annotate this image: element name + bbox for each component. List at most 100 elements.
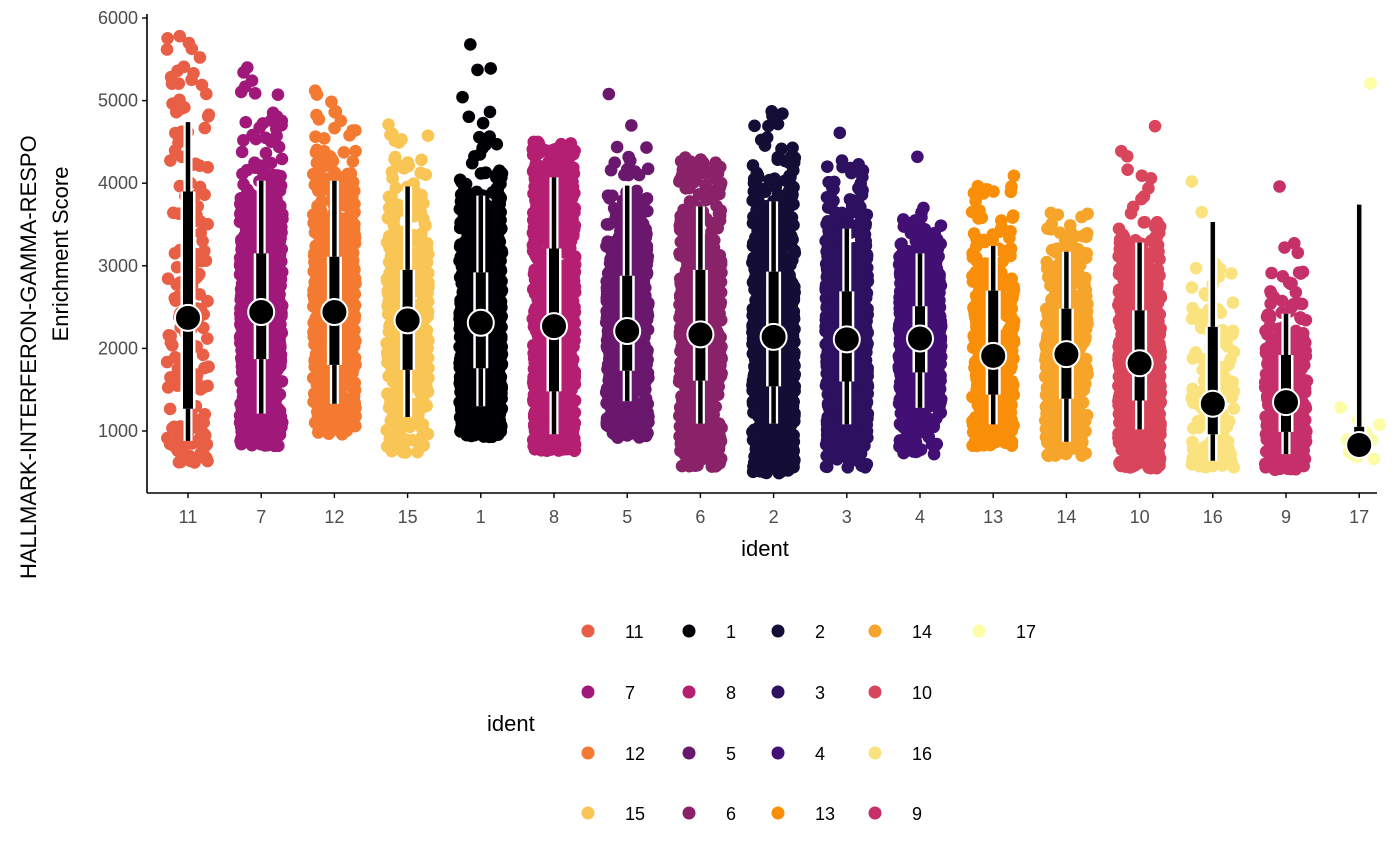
data-point xyxy=(271,260,284,273)
data-point xyxy=(233,330,247,344)
data-point xyxy=(166,421,179,435)
data-point xyxy=(198,407,212,421)
data-point xyxy=(397,162,410,175)
data-point xyxy=(419,168,433,181)
data-point xyxy=(194,226,208,240)
data-point xyxy=(417,197,430,210)
data-point xyxy=(628,165,642,178)
data-point xyxy=(386,172,399,185)
data-point xyxy=(484,62,498,75)
data-point xyxy=(237,134,250,147)
data-point xyxy=(267,168,280,182)
data-point xyxy=(459,424,472,437)
data-point xyxy=(328,121,341,135)
data-point xyxy=(241,241,255,255)
data-point xyxy=(641,162,655,176)
data-point xyxy=(239,115,253,129)
data-point xyxy=(241,183,254,196)
data-point xyxy=(601,235,614,248)
data-point xyxy=(201,160,214,174)
data-point xyxy=(236,303,250,317)
data-point xyxy=(536,176,549,189)
data-point xyxy=(237,342,250,355)
data-point xyxy=(529,365,543,378)
data-point xyxy=(563,357,576,371)
data-point xyxy=(476,141,489,155)
data-point xyxy=(161,31,174,45)
data-point xyxy=(309,211,322,224)
data-point xyxy=(640,141,653,154)
data-point xyxy=(164,329,177,343)
data-point xyxy=(491,404,504,418)
data-point xyxy=(420,295,434,308)
data-point xyxy=(345,349,358,363)
data-point xyxy=(198,121,212,135)
data-point xyxy=(634,400,647,413)
data-point xyxy=(173,179,187,193)
data-point xyxy=(249,132,263,146)
data-point xyxy=(267,415,281,429)
data-point xyxy=(268,212,282,226)
data-point xyxy=(312,113,326,126)
data-point xyxy=(265,226,279,240)
data-point xyxy=(343,260,356,274)
data-point xyxy=(239,218,252,232)
data-point xyxy=(565,408,579,422)
data-point xyxy=(535,385,549,399)
data-point xyxy=(625,119,638,132)
data-point xyxy=(238,208,252,222)
data-point xyxy=(607,403,621,417)
data-point xyxy=(632,415,645,428)
data-point xyxy=(457,215,471,229)
data-point xyxy=(171,444,184,457)
data-point xyxy=(196,442,209,456)
data-point xyxy=(166,206,180,220)
data-point xyxy=(415,153,428,167)
data-point xyxy=(455,256,468,269)
data-point xyxy=(421,266,435,280)
data-point xyxy=(453,340,466,354)
data-point xyxy=(257,163,270,176)
data-point xyxy=(265,389,278,402)
data-point xyxy=(565,368,579,382)
data-point xyxy=(239,276,252,290)
data-point xyxy=(172,77,186,90)
data-point xyxy=(309,130,322,143)
data-point xyxy=(201,217,214,231)
data-point xyxy=(562,273,576,287)
data-point xyxy=(417,367,431,381)
data-point xyxy=(241,368,254,381)
data-point xyxy=(194,383,207,396)
data-point xyxy=(454,188,468,201)
data-point xyxy=(170,260,184,274)
data-point xyxy=(201,454,214,468)
data-point xyxy=(182,36,196,50)
data-point xyxy=(329,105,343,118)
data-point xyxy=(195,78,209,92)
data-point xyxy=(384,263,398,277)
data-point xyxy=(173,29,187,43)
data-point xyxy=(415,421,429,435)
data-point xyxy=(476,116,490,130)
data-point xyxy=(196,348,210,362)
data-point xyxy=(382,229,396,243)
data-point xyxy=(638,256,652,270)
data-point xyxy=(568,305,582,319)
data-point xyxy=(164,154,177,167)
data-point xyxy=(346,246,360,260)
data-point xyxy=(235,288,248,302)
data-point xyxy=(477,414,491,427)
data-point xyxy=(385,444,399,458)
data-point xyxy=(202,108,216,121)
data-point xyxy=(526,238,540,252)
data-point xyxy=(421,129,435,142)
data-point xyxy=(200,332,214,345)
data-point xyxy=(471,63,484,77)
data-point xyxy=(245,74,259,87)
data-point xyxy=(323,420,337,434)
data-point xyxy=(381,211,395,225)
data-point xyxy=(271,180,284,194)
data-point xyxy=(273,248,287,262)
data-point xyxy=(273,278,287,291)
